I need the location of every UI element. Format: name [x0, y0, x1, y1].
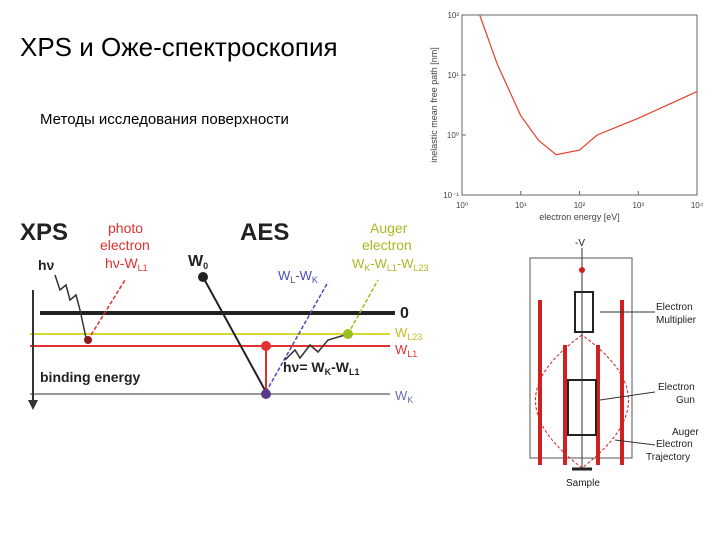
- label: -W: [397, 256, 414, 271]
- label: WL1: [395, 342, 417, 359]
- label: hν: [38, 257, 55, 273]
- x-tick-label: 10⁰: [456, 201, 468, 210]
- label: -W: [295, 268, 312, 283]
- label: L1: [407, 349, 417, 359]
- label: Trajectory: [646, 452, 690, 463]
- label: W: [395, 388, 408, 403]
- electron: [261, 341, 271, 351]
- y-tick-label: 10¹: [447, 71, 459, 80]
- label: hν= WK-WL1: [283, 359, 360, 377]
- leader: [614, 439, 656, 446]
- label: 0: [203, 261, 208, 271]
- label: L1: [387, 263, 397, 273]
- label: L23: [407, 332, 422, 342]
- label: W: [395, 342, 408, 357]
- label: Electron: [656, 302, 693, 313]
- label: Electron: [656, 439, 693, 450]
- photon: [284, 334, 346, 361]
- label: photo: [108, 220, 143, 236]
- label: W: [395, 325, 408, 340]
- arrow: [265, 281, 329, 393]
- electron: [198, 272, 208, 282]
- label: Auger: [370, 220, 408, 236]
- label: K: [325, 367, 332, 377]
- label: L1: [138, 263, 148, 273]
- label: XPS: [20, 219, 68, 246]
- label: electron: [100, 237, 150, 253]
- apparatus-diagram: -V Electron Multiplier Electron Gun Auge…: [529, 238, 699, 489]
- label: WK: [395, 388, 413, 405]
- label: W: [188, 253, 204, 270]
- label: electron: [362, 237, 412, 253]
- label: K: [364, 263, 370, 273]
- connector: [579, 267, 585, 273]
- arrow: [347, 279, 379, 335]
- label: W0: [188, 253, 208, 271]
- frame: [529, 257, 633, 459]
- arrow: [202, 276, 267, 393]
- photon: [54, 274, 87, 339]
- plot-frame: [461, 14, 698, 196]
- y-tick-label: 10⁻¹: [443, 191, 459, 200]
- label: 0: [400, 305, 409, 322]
- electron: [261, 389, 271, 399]
- slide-title: XPS и Оже-спектроскопия: [20, 32, 338, 62]
- x-tick-label: 10²: [574, 201, 586, 210]
- electron: [84, 336, 92, 344]
- leader: [599, 391, 656, 401]
- label: L1: [349, 367, 360, 377]
- label: W: [278, 268, 291, 283]
- y-axis-label: inelastic mean free path [nm]: [429, 47, 439, 163]
- label: binding energy: [40, 369, 141, 385]
- label: Gun: [676, 395, 695, 406]
- energy-diagram: XPS AES photo electron hν-WL1 hν W0 WL-W…: [20, 219, 429, 410]
- label: L: [290, 275, 295, 285]
- label: hν-W: [105, 255, 138, 271]
- label: Electron: [658, 382, 695, 393]
- label: hν= W: [283, 359, 325, 375]
- label: -W: [370, 256, 387, 271]
- x-tick-label: 10³: [632, 201, 644, 210]
- label: W: [352, 256, 365, 271]
- label: K: [312, 275, 318, 285]
- y-tick-label: 10²: [447, 11, 459, 20]
- slide-subtitle: Методы исследования поверхности: [40, 111, 289, 128]
- label: Auger: [672, 427, 699, 438]
- label: K: [407, 395, 413, 405]
- label: WL-WK: [278, 268, 318, 285]
- arrow: [87, 279, 126, 341]
- label: hν-WL1: [105, 255, 148, 273]
- x-tick-label: 10⁴: [691, 201, 704, 210]
- x-axis-label: electron energy [eV]: [539, 212, 620, 222]
- data-line: [479, 14, 698, 156]
- y-tick-label: 10⁰: [447, 131, 459, 140]
- label: Multiplier: [656, 315, 697, 326]
- label: Sample: [566, 478, 600, 489]
- x-tick-label: 10¹: [515, 201, 527, 210]
- multiplier: [574, 291, 594, 333]
- label: WK-WL1-WL23: [352, 256, 429, 273]
- label: -W: [331, 359, 350, 375]
- electron: [343, 329, 353, 339]
- label: -V: [575, 238, 585, 249]
- label: AES: [240, 219, 289, 246]
- arrow-head: [28, 400, 38, 410]
- label: L23: [414, 263, 429, 273]
- label: WL23: [395, 325, 422, 342]
